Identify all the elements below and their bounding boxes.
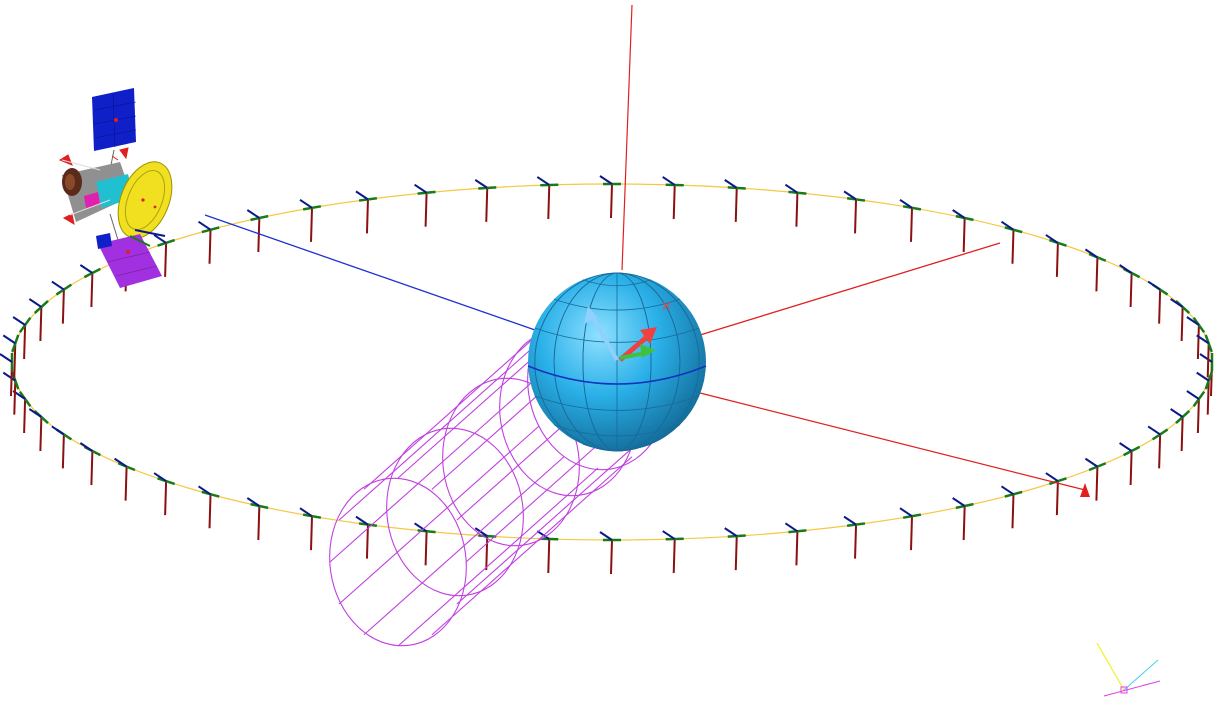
orbit-marker <box>1199 353 1214 397</box>
orbit-marker <box>12 316 32 360</box>
sun-vector-line-lower <box>699 392 1086 491</box>
orbit-marker <box>599 531 621 575</box>
satellite-solar-panel-bottom <box>98 234 162 288</box>
orbit-marker <box>246 497 269 541</box>
planet-z-arrowhead-icon <box>584 306 598 324</box>
planet-y-arrowhead-icon <box>640 344 656 358</box>
view-triad-axis-c <box>1103 680 1161 697</box>
orbit-marker <box>724 179 746 222</box>
orbit-marker <box>1186 390 1206 434</box>
orbit-marker <box>1170 408 1191 452</box>
orbit-marker <box>299 507 322 551</box>
orbit-marker <box>197 220 220 264</box>
orbit-marker <box>536 176 559 220</box>
orbit-marker <box>51 280 73 324</box>
shadow-cylinder-line <box>338 341 540 521</box>
orbit-marker <box>1119 264 1141 308</box>
orbit-marker <box>662 530 684 574</box>
orbit-marker <box>599 175 621 219</box>
planet-parallel <box>534 395 700 411</box>
orbit-marker <box>414 183 436 227</box>
orbit-marker <box>79 442 101 486</box>
planet-origin-cross-icon: × <box>661 299 672 314</box>
orbit-marker <box>1084 457 1107 501</box>
planet-z-axis-arrow <box>590 315 619 361</box>
orbit-marker <box>784 522 807 566</box>
orbit-marker <box>1119 442 1141 486</box>
orbit-marker <box>28 408 49 452</box>
orbit-marker <box>299 199 322 242</box>
planet-parallel <box>534 327 700 343</box>
planet-parallel <box>553 298 681 311</box>
planet-parallel <box>582 279 652 287</box>
orbit-marker <box>1084 248 1107 292</box>
view-triad-origin-icon <box>1120 686 1128 694</box>
shadow-cylinder-line <box>363 456 565 636</box>
orbit-marker <box>2 371 20 415</box>
orbit-marker <box>1147 280 1169 324</box>
sun-vector-line-upper <box>699 242 1001 336</box>
orbit-marker <box>1196 371 1213 415</box>
orbit-marker <box>114 457 136 501</box>
shadow-cylinder-line <box>329 383 531 563</box>
shadow-cylinder-line <box>456 425 658 605</box>
orbit-marker <box>1045 234 1067 277</box>
planet-x-arrowhead-icon <box>640 327 657 344</box>
planet-equator <box>527 365 707 385</box>
shadow-cylinder-line <box>338 425 540 605</box>
orbit-marker <box>952 209 974 253</box>
orbit-marker <box>843 190 866 234</box>
sun-vector-arrowhead <box>1080 483 1090 497</box>
orbit-marker <box>724 527 746 571</box>
shadow-cylinder-ring <box>329 477 467 647</box>
orbit-marker <box>1186 316 1206 360</box>
orbit-marker <box>536 530 559 574</box>
orbit-marker <box>2 334 20 378</box>
orbit-markers <box>0 175 1214 575</box>
orbit-marker <box>899 199 922 242</box>
shadow-cylinder-line <box>397 467 599 647</box>
orbit-marker <box>414 522 436 566</box>
planet-parallel <box>553 424 681 437</box>
orbit-marker <box>843 515 866 559</box>
orbit-marker <box>153 472 176 516</box>
pole-axis-line <box>621 4 633 271</box>
orbit-marker <box>0 353 14 397</box>
orbit-marker <box>355 190 378 234</box>
orbit-marker <box>784 183 807 227</box>
orbit-marker <box>899 507 922 551</box>
orbit-marker <box>1000 220 1023 264</box>
orbit-marker <box>197 485 220 529</box>
planet-parallel <box>582 443 652 451</box>
orbit-marker <box>246 209 269 253</box>
orbit-marker <box>1045 472 1067 516</box>
planet-globe[interactable]: × <box>527 272 707 452</box>
orbit-marker <box>355 515 378 559</box>
orbit-marker <box>153 234 176 277</box>
satellite-model[interactable] <box>58 88 182 288</box>
orbit-marker <box>474 179 497 222</box>
orbit-marker <box>1147 425 1169 469</box>
orbit-marker <box>1196 334 1213 378</box>
orbit-marker <box>1170 298 1191 342</box>
shadow-cylinder-line <box>431 456 633 636</box>
shadow-cylinder-ring <box>386 427 524 597</box>
satellite-vector-line <box>204 214 536 331</box>
planet-meridian <box>534 272 700 452</box>
orbit-marker <box>952 497 974 541</box>
view-orientation-triad[interactable] <box>1096 642 1161 697</box>
orbit-marker <box>474 527 497 571</box>
orbit-marker <box>51 425 73 469</box>
view-triad-axis-a <box>1096 642 1125 691</box>
orbit-marker <box>1000 485 1023 529</box>
orbit-marker <box>662 176 684 220</box>
orbit-marker <box>28 298 49 342</box>
view-triad-axis-b <box>1123 659 1159 691</box>
orbit-marker <box>79 264 101 308</box>
